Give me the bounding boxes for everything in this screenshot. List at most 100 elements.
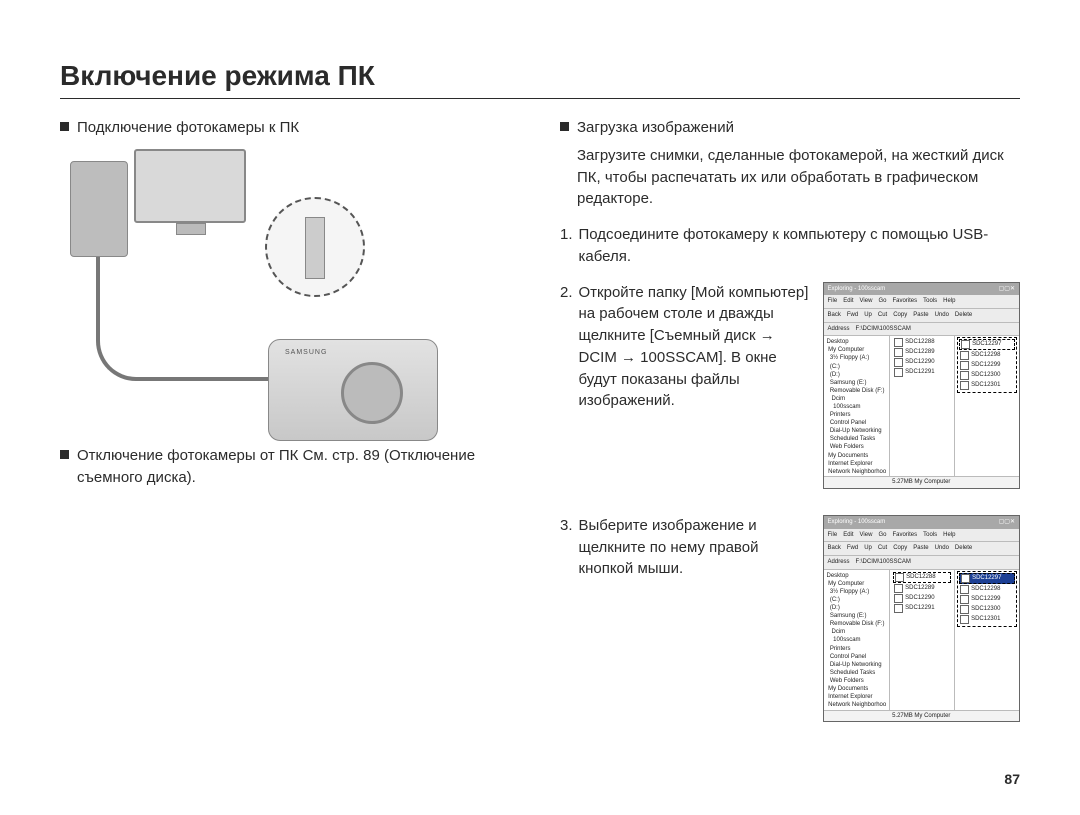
file-item: SDC12291: [893, 604, 951, 613]
file-item: SDC12297: [959, 573, 1015, 584]
file-item: SDC12291: [893, 368, 951, 377]
file-icon: [894, 348, 903, 357]
window-panes: Desktop My Computer 3½ Floppy (A:) (C:) …: [824, 570, 1019, 710]
disconnect-line: Отключение фотокамеры от ПК См. стр. 89 …: [60, 445, 520, 489]
file-icon: [960, 605, 969, 614]
file-icon: [894, 604, 903, 613]
page-title: Включение режима ПК: [60, 60, 1020, 92]
file-item: SDC12300: [959, 371, 1015, 380]
dashed-selection-group: SDC12297SDC12298SDC12299SDC12300SDC12301: [957, 337, 1017, 393]
address-bar: Address F:\DCIM\100SSCAM: [824, 323, 1019, 337]
file-icon: [894, 358, 903, 367]
file-icon: [960, 615, 969, 624]
download-heading: Загрузка изображений: [577, 117, 734, 139]
tree-item: Network Neighborhood: [827, 701, 887, 709]
tree-item: Printers: [827, 411, 887, 419]
address-label: Address: [828, 325, 850, 334]
right-column: Загрузка изображений Загрузите снимки, с…: [560, 117, 1020, 722]
file-item: SDC12301: [959, 381, 1015, 390]
tree-item: Dcim: [827, 395, 887, 403]
address-bar: Address F:\DCIM\100SSCAM: [824, 556, 1019, 570]
file-item: SDC12297: [959, 339, 1015, 350]
file-icon: [960, 351, 969, 360]
download-body: Загрузите снимки, сделанные фотокамерой,…: [560, 145, 1020, 210]
camera-icon: [268, 339, 438, 441]
square-bullet-icon: [60, 122, 69, 131]
file-icon: [895, 573, 904, 582]
tree-item: Samsung (E:): [827, 612, 887, 620]
explorer-window-1: Exploring - 100sscam ▢▢✕ FileEditViewGoF…: [823, 282, 1020, 489]
file-item: SDC12299: [959, 595, 1015, 604]
folder-tree: Desktop My Computer 3½ Floppy (A:) (C:) …: [824, 336, 891, 476]
folder-tree: Desktop My Computer 3½ Floppy (A:) (C:) …: [824, 570, 891, 710]
dashed-selection-group: SDC12297SDC12298SDC12299SDC12300SDC12301: [957, 571, 1017, 627]
file-item: SDC12301: [959, 615, 1015, 624]
tree-item: Control Panel: [827, 653, 887, 661]
file-item: SDC12298: [959, 585, 1015, 594]
tree-item: My Computer: [827, 346, 887, 354]
tree-item: (D:): [827, 371, 887, 379]
file-list-a: SDC12288SDC12289SDC12290SDC12291: [890, 336, 955, 476]
file-item: SDC12290: [893, 594, 951, 603]
file-list-a: SDC12288SDC12289SDC12290SDC12291: [890, 570, 955, 710]
file-icon: [960, 371, 969, 380]
tree-item: Removable Disk (F:): [827, 620, 887, 628]
tree-item: Network Neighborhood: [827, 468, 887, 476]
two-column-layout: Подключение фотокамеры к ПК Отключение ф…: [60, 117, 1020, 722]
address-value: F:\DCIM\100SSCAM: [856, 558, 911, 567]
window-title: Exploring - 100sscam: [828, 518, 886, 527]
tree-item: Desktop: [827, 338, 887, 346]
step-2: 2. Откройте папку [Мой компьютер] на раб…: [560, 282, 1020, 489]
file-icon: [960, 381, 969, 390]
monitor-icon: [134, 149, 246, 223]
file-item: SDC12299: [959, 361, 1015, 370]
file-item: SDC12288: [893, 572, 951, 583]
tree-item: Control Panel: [827, 419, 887, 427]
window-menubar: FileEditViewGoFavoritesToolsHelp: [824, 295, 1019, 309]
step-text: Выберите изображение и щелкните по нему …: [579, 515, 809, 722]
file-item: SDC12288: [893, 338, 951, 347]
tree-item: Internet Explorer: [827, 460, 887, 468]
tree-item: Desktop: [827, 572, 887, 580]
tree-item: Dcim: [827, 628, 887, 636]
address-label: Address: [828, 558, 850, 567]
window-toolbar: BackFwdUpCutCopyPasteUndoDelete: [824, 309, 1019, 323]
step-number: 1.: [560, 224, 573, 268]
left-column: Подключение фотокамеры к ПК Отключение ф…: [60, 117, 520, 722]
tree-item: Samsung (E:): [827, 379, 887, 387]
tree-item: 100sscam: [827, 636, 887, 644]
file-icon: [961, 340, 970, 349]
window-titlebar: Exploring - 100sscam ▢▢✕: [824, 283, 1019, 296]
window-menubar: FileEditViewGoFavoritesToolsHelp: [824, 529, 1019, 543]
step-number: 3.: [560, 515, 573, 722]
statusbar: 5.27MB My Computer: [824, 710, 1019, 722]
step-text: Откройте папку [Мой компьютер] на рабоче…: [579, 282, 809, 489]
tree-item: Web Folders: [827, 443, 887, 451]
usb-cable-icon: [96, 257, 290, 381]
file-icon: [894, 594, 903, 603]
connect-heading: Подключение фотокамеры к ПК: [77, 117, 299, 139]
file-icon: [894, 368, 903, 377]
tree-item: Removable Disk (F:): [827, 387, 887, 395]
connect-heading-line: Подключение фотокамеры к ПК: [60, 117, 520, 139]
window-panes: Desktop My Computer 3½ Floppy (A:) (C:) …: [824, 336, 1019, 476]
window-titlebar: Exploring - 100sscam ▢▢✕: [824, 516, 1019, 529]
tree-item: Internet Explorer: [827, 693, 887, 701]
tree-item: Web Folders: [827, 677, 887, 685]
step-3: 3. Выберите изображение и щелкните по не…: [560, 515, 1020, 722]
file-item: SDC12298: [959, 351, 1015, 360]
tree-item: My Documents: [827, 685, 887, 693]
step-1: 1. Подсоедините фотокамеру к компьютеру …: [560, 224, 1020, 268]
download-heading-line: Загрузка изображений: [560, 117, 1020, 139]
file-icon: [960, 585, 969, 594]
window-title: Exploring - 100sscam: [828, 285, 886, 294]
tree-item: 3½ Floppy (A:): [827, 588, 887, 596]
explorer-window-2: Exploring - 100sscam ▢▢✕ FileEditViewGoF…: [823, 515, 1020, 722]
file-item: SDC12289: [893, 348, 951, 357]
file-item: SDC12290: [893, 358, 951, 367]
camera-pc-illustration: [60, 145, 440, 445]
file-list-b: SDC12297SDC12298SDC12299SDC12300SDC12301: [955, 336, 1019, 476]
tree-item: My Documents: [827, 452, 887, 460]
window-toolbar: BackFwdUpCutCopyPasteUndoDelete: [824, 542, 1019, 556]
title-rule: [60, 98, 1020, 99]
